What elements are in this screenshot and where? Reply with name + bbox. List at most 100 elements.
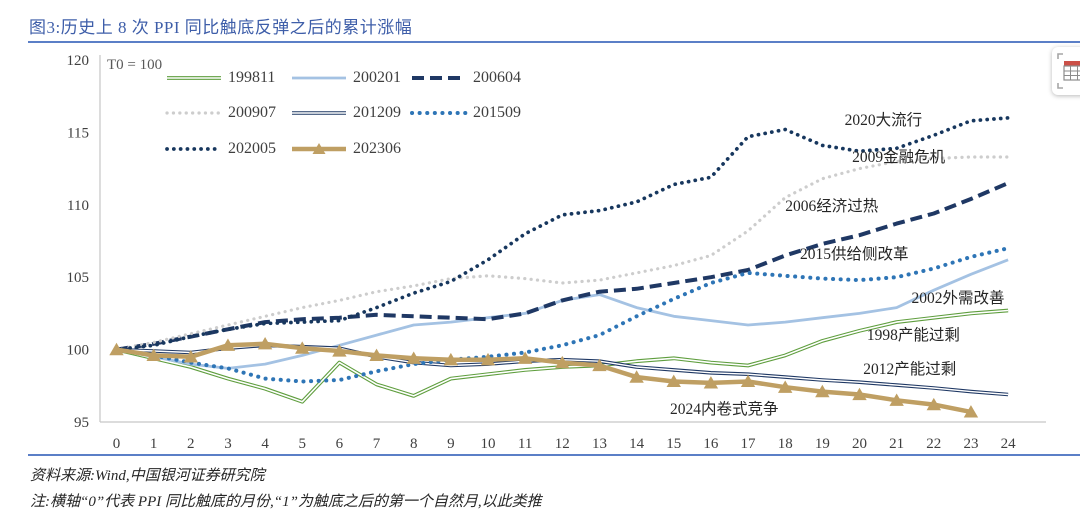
triangle-marker [555,355,570,369]
x-tick-label: 21 [889,436,904,452]
legend-item-199811: 199811 [165,70,275,86]
legend-label: 199811 [228,69,276,86]
table-tool-icon[interactable] [1052,47,1080,95]
x-tick-label: 4 [261,436,269,452]
legend-item-200907: 200907 [165,103,276,121]
legend-swatch-201209 [292,110,346,115]
legend-swatch-201509 [410,110,468,115]
y-tick-label: 105 [67,270,90,286]
triangle-marker [443,352,459,366]
triangle-marker [629,370,644,383]
footnote-text: 注:横轴“0”代表 PPI 同比触底的月份,“1”为触底之后的第一个自然月,以此… [30,494,542,510]
x-tick-label: 1 [150,436,158,452]
triangle-marker [740,374,756,388]
y-tick-label: 115 [67,125,89,141]
x-tick-label: 5 [299,436,307,452]
triangle-marker [146,348,161,361]
triangle-marker [480,352,496,366]
series-annotation: 2002外需改善 [911,290,1005,308]
legend-item-200201: 200201 [290,70,401,86]
data-source-text: 资料来源:Wind,中国银河证券研究院 [30,468,265,484]
legend-item-202306: 202306 [290,141,401,157]
legend-label: 202306 [353,140,401,157]
triangle-marker [666,374,681,388]
x-tick-label: 13 [592,436,607,452]
chart-bottom-rule [28,454,1080,456]
table-glyph-icon [1057,53,1080,89]
legend-swatch-202306 [292,143,346,154]
legend-swatch-200201 [292,76,346,80]
triangle-marker [295,341,310,354]
x-tick-label: 11 [518,436,532,452]
triangle-marker [815,384,830,398]
x-tick-label: 6 [336,436,344,452]
series-line-200907 [114,155,1010,352]
series-annotation: 2024内卷式竞争 [670,400,779,418]
legend-label: 201209 [353,103,401,121]
legend-label: 201509 [473,103,521,121]
series-annotation: 1998产能过剩 [866,326,960,344]
x-tick-label: 3 [224,436,232,452]
series-annotation: 2020大流行 [844,112,923,130]
series-line-202306 [116,341,972,415]
x-tick-label: 24 [1001,436,1017,452]
x-tick-label: 23 [963,436,978,452]
legend-swatch-200604 [412,76,466,80]
x-tick-label: 7 [373,436,381,452]
figure-title: 图3:历史上 8 次 PPI 同比触底反弹之后的累计涨幅 [29,18,413,37]
x-tick-label: 2 [187,436,195,452]
triangle-marker [183,350,198,363]
triangle-marker [778,380,793,393]
triangle-marker [406,351,421,364]
legend-swatch-199811 [167,76,221,80]
legend-item-200604: 200604 [410,70,521,86]
legend-label: 200604 [473,69,521,86]
chart-corner-label: T0 = 100 [107,57,163,73]
x-tick-label: 18 [778,436,793,452]
triangle-marker [109,342,124,356]
y-tick-label: 110 [67,198,89,214]
y-tick-label: 120 [67,53,90,69]
triangle-marker [332,344,347,357]
series-annotation: 2009金融危机 [852,149,946,167]
title-underline-rule [28,41,1080,43]
x-tick-label: 22 [926,436,941,452]
series-line-200201 [116,258,1009,370]
x-tick-label: 20 [852,436,867,452]
triangle-marker [926,397,941,411]
legend-label: 202005 [228,140,276,157]
triangle-marker [963,405,979,418]
x-tick-label: 17 [741,436,757,452]
x-tick-label: 9 [447,436,455,452]
legend-item-201209: 201209 [290,103,401,121]
legend-item-202005: 202005 [165,141,276,157]
series-annotation: 2015供给侧改革 [800,245,909,263]
triangle-marker [257,337,273,350]
series-line-202005 [114,116,1010,352]
x-tick-label: 10 [481,436,496,452]
x-tick-label: 14 [629,436,645,452]
x-tick-label: 19 [815,436,830,452]
legend-label: 200907 [228,103,276,121]
legend-swatch-200907 [165,110,223,115]
legend-item-201509: 201509 [410,103,521,121]
triangle-marker [592,358,607,372]
series-annotation: 2006经济过热 [785,197,879,215]
triangle-marker [369,348,384,361]
x-tick-label: 15 [666,436,681,452]
x-tick-label: 16 [703,436,719,452]
triangle-marker [220,338,236,351]
y-tick-label: 95 [74,415,89,431]
triangle-marker [889,393,904,406]
triangle-marker [517,351,533,364]
x-tick-label: 12 [555,436,570,452]
x-tick-label: 8 [410,436,418,452]
series-line-201509 [114,246,1011,384]
series-annotation: 2012产能过剩 [863,361,957,379]
x-tick-label: 0 [113,436,121,452]
legend-swatch-202005 [165,147,223,151]
legend-label: 200201 [353,69,401,86]
triangle-marker [703,376,719,389]
series-line-200604 [116,181,1009,352]
